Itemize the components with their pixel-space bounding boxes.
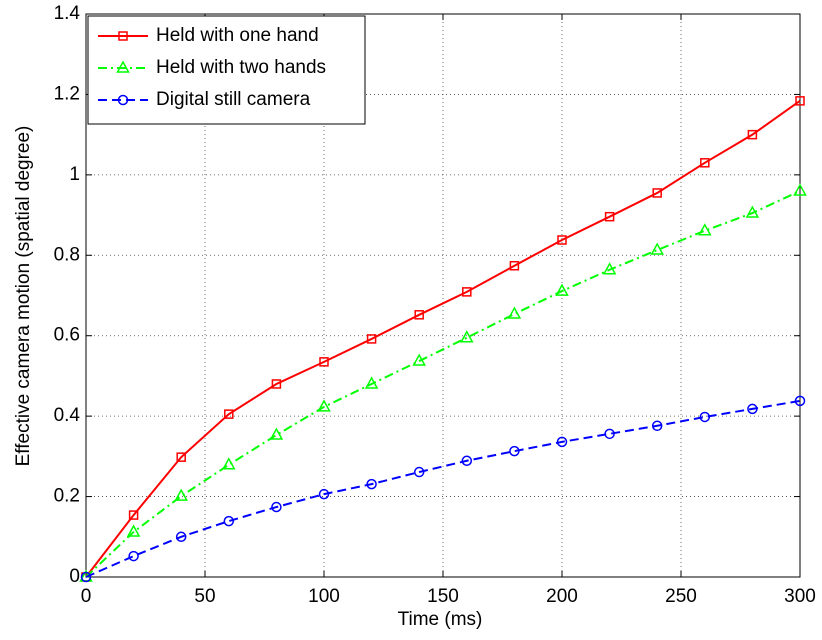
data-point: [698, 223, 712, 236]
data-point: [366, 478, 377, 490]
data-point: [602, 262, 617, 275]
data-point: [128, 550, 139, 562]
data-point: [366, 334, 377, 344]
data-point: [319, 357, 329, 367]
legend-marker: [117, 94, 129, 106]
data-point: [460, 330, 474, 343]
x-tick-label: 200: [546, 586, 578, 607]
data-point: [271, 379, 282, 389]
data-point: [461, 455, 473, 467]
data-point: [652, 188, 662, 198]
data-point: [176, 452, 186, 462]
data-point: [651, 420, 663, 432]
data-point: [507, 306, 522, 319]
data-point: [747, 129, 758, 140]
y-tick-label: 0.4: [54, 405, 81, 426]
y-tick-label: 0.8: [54, 244, 80, 265]
data-point: [793, 183, 807, 196]
data-point: [412, 353, 426, 366]
legend-marker: [118, 31, 128, 41]
x-tick-label: 250: [665, 586, 697, 607]
data-point: [556, 436, 568, 448]
series-line: [85, 399, 801, 578]
y-tick-label: 1.4: [54, 3, 81, 24]
data-point: [699, 411, 711, 423]
data-point: [317, 399, 331, 412]
x-tick-label: 50: [194, 586, 215, 607]
data-point: [175, 531, 187, 543]
data-point: [557, 235, 567, 245]
data-point: [509, 445, 520, 457]
x-tick-label: 300: [784, 586, 816, 607]
data-point: [604, 211, 615, 222]
x-axis-label: Time (ms): [398, 609, 483, 630]
y-tick-label: 0: [69, 566, 80, 587]
data-point: [509, 260, 520, 271]
legend-marker: [116, 60, 130, 73]
data-point: [271, 501, 282, 513]
y-tick-label: 0.2: [54, 486, 80, 507]
data-point: [318, 488, 330, 500]
data-point: [80, 571, 92, 583]
data-point: [269, 427, 284, 440]
data-point: [604, 428, 615, 440]
data-point: [126, 524, 141, 537]
series-line: [85, 100, 801, 578]
data-point: [700, 158, 710, 168]
data-point: [223, 515, 235, 527]
data-point: [222, 457, 236, 470]
y-tick-label: 1.2: [54, 83, 80, 104]
data-point: [650, 242, 664, 255]
data-point: [555, 283, 569, 296]
data-point: [414, 310, 424, 320]
x-tick-label: 0: [81, 586, 92, 607]
data-point: [364, 376, 379, 389]
x-tick-label: 150: [427, 586, 459, 607]
x-tick-label: 100: [308, 586, 340, 607]
data-point: [745, 205, 760, 218]
legend-box: [87, 15, 366, 125]
plot-frame: [85, 13, 801, 578]
data-point: [462, 287, 472, 297]
legend-label: Held with one hand: [156, 25, 319, 46]
data-point: [174, 488, 188, 501]
data-point: [413, 466, 425, 478]
legend-label: Digital still camera: [156, 89, 311, 110]
data-point: [224, 409, 234, 419]
data-point: [128, 510, 139, 520]
data-point: [794, 395, 806, 407]
y-tick-label: 1: [69, 164, 80, 185]
legend-label: Held with two hands: [156, 57, 326, 78]
data-point: [747, 403, 758, 415]
y-tick-label: 0.6: [54, 325, 80, 346]
y-axis-label: Effective camera motion (spatial degree): [13, 126, 34, 467]
data-point: [795, 96, 805, 106]
series-line: [85, 190, 801, 578]
